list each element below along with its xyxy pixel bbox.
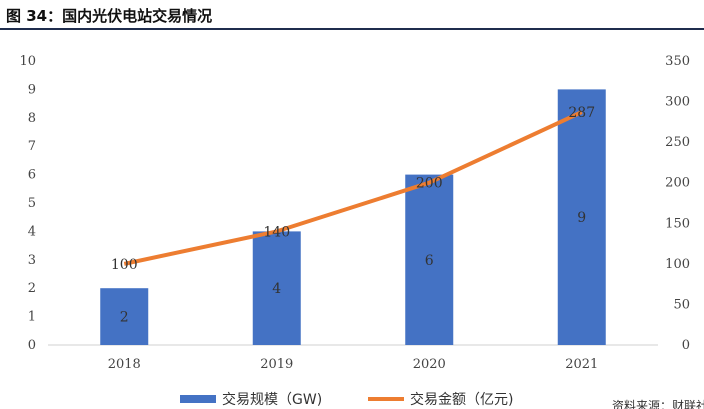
line-path — [123, 110, 583, 266]
line-data-label: 100 — [111, 257, 138, 273]
x-axis: 2018 2019 2020 2021 — [108, 357, 599, 372]
bar-data-label: 2 — [120, 310, 129, 326]
bar — [557, 89, 606, 346]
legend-label-bar: 交易规模（GW) — [222, 391, 322, 408]
y-right-tick-label: 150 — [665, 216, 690, 231]
y-left-tick-label: 5 — [28, 196, 36, 211]
y-right-tick-label: 200 — [665, 176, 690, 191]
y-left-tick-label: 4 — [28, 224, 36, 239]
y-right-tick-label: 100 — [665, 257, 690, 272]
y-left-tick-label: 10 — [19, 54, 36, 69]
line-data-label: 200 — [416, 176, 443, 192]
bar-series: 2 4 6 9 — [100, 89, 606, 346]
y-right-tick-label: 300 — [665, 95, 690, 110]
y-left-tick-label: 8 — [28, 111, 36, 126]
y-left-tick-label: 7 — [28, 139, 36, 154]
y-axis-left: 0 1 2 3 4 5 6 7 8 9 10 — [19, 54, 36, 353]
bar-data-label: 9 — [577, 210, 586, 226]
source-note: 资料来源：财联社 — [612, 398, 704, 409]
x-tick-label: 2019 — [260, 357, 293, 372]
y-left-tick-label: 6 — [28, 168, 36, 183]
legend-swatch-bar — [180, 395, 216, 403]
bar — [100, 288, 149, 345]
x-tick-label: 2020 — [413, 357, 446, 372]
combo-chart: 2 4 6 9 100 140 200 287 0 1 2 3 4 5 6 7 8 9 10 0 50 100 150… — [19, 54, 704, 409]
bar — [252, 231, 301, 345]
x-tick-label: 2018 — [108, 357, 141, 372]
legend: 交易规模（GW) 交易金额（亿元) — [180, 391, 513, 408]
y-right-tick-label: 0 — [682, 338, 690, 353]
line-data-label: 287 — [568, 105, 595, 121]
y-axis-right: 0 50 100 150 200 250 300 350 — [665, 54, 690, 353]
y-left-tick-label: 9 — [28, 82, 36, 97]
line-series: 100 140 200 287 — [111, 105, 595, 273]
y-left-tick-label: 1 — [28, 310, 36, 325]
y-right-tick-label: 50 — [673, 297, 690, 312]
y-left-tick-label: 0 — [28, 338, 36, 353]
legend-label-line: 交易金额（亿元) — [410, 391, 513, 408]
y-left-tick-label: 3 — [28, 253, 36, 268]
y-right-tick-label: 250 — [665, 135, 690, 150]
x-tick-label: 2021 — [565, 357, 598, 372]
y-left-tick-label: 2 — [28, 281, 36, 296]
y-right-tick-label: 350 — [665, 54, 690, 69]
line-data-label: 140 — [263, 224, 290, 240]
figure-title-bar: 图 34：国内光伏电站交易情况 — [0, 0, 704, 30]
bar-data-label: 6 — [425, 253, 434, 269]
footer-fragment: 资料来源：财联社 — [612, 398, 704, 409]
bar-data-label: 4 — [272, 281, 281, 297]
figure-title: 图 34：国内光伏电站交易情况 — [6, 7, 213, 25]
bar — [405, 174, 454, 345]
